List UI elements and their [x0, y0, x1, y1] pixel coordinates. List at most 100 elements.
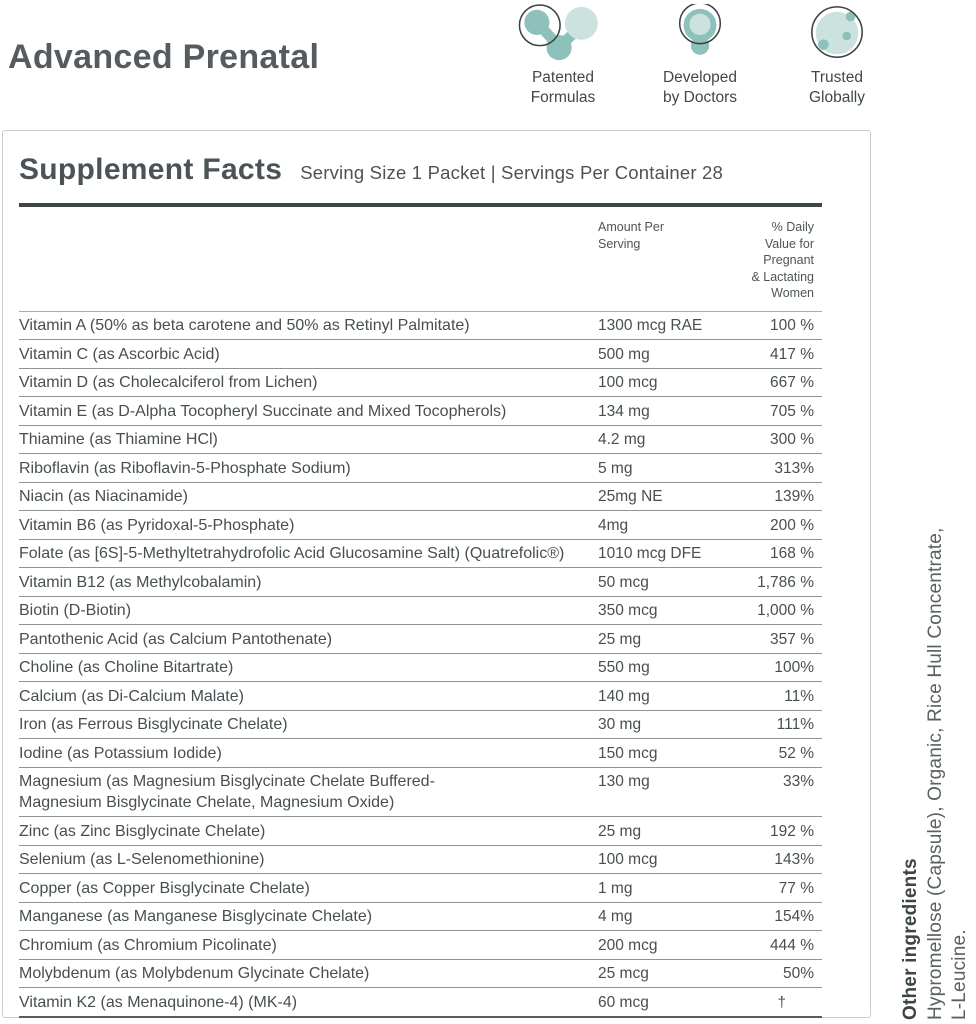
column-header-dv: % Daily Value for Pregnant & Lactating W… — [751, 220, 814, 300]
table-row: Magnesium (as Magnesium Bisglycinate Che… — [19, 768, 822, 817]
nutrient-dv: 143% — [774, 851, 814, 868]
table-column-headers: Amount Per Serving % Daily Value for Pre… — [19, 219, 822, 312]
badge-developed-by-doctors: Developed by Doctors — [639, 4, 761, 109]
nutrient-name: Calcium (as Di-Calcium Malate) — [19, 687, 244, 705]
nutrient-amount: 1010 mcg DFE — [598, 545, 702, 562]
table-row: Vitamin B12 (as Methylcobalamin) 50 mcg … — [19, 568, 822, 597]
table-row: Selenium (as L-Selenomethionine) 100 mcg… — [19, 846, 822, 874]
molecule-icon — [518, 4, 598, 61]
table-row: Calcium (as Di-Calcium Malate) 140 mg 11… — [19, 682, 822, 711]
supplement-facts-panel: Supplement Facts Serving Size 1 Packet |… — [2, 130, 871, 1018]
nutrient-amount: 30 mg — [598, 716, 642, 733]
badge-patented-formulas: Patented Formulas — [502, 4, 624, 109]
nutrient-dv: 168 % — [770, 545, 814, 562]
table-row: Folate (as [6S]-5-Methyltetrahydrofolic … — [19, 540, 822, 568]
table-row: Iodine (as Potassium Iodide) 150 mcg 52 … — [19, 739, 822, 768]
page-title: Advanced Prenatal — [8, 38, 320, 76]
nutrient-name: Biotin (D-Biotin) — [19, 602, 132, 619]
nutrient-dv: 111% — [776, 716, 814, 733]
nutrient-dv: 313% — [774, 459, 814, 477]
nutrient-amount: 134 mg — [598, 402, 650, 420]
nutrient-name: Manganese (as Manganese Bisglycinate Che… — [19, 908, 373, 925]
nutrient-dv: 444 % — [770, 936, 814, 954]
nutrient-amount: 550 mg — [598, 659, 650, 676]
nutrient-amount: 25 mg — [598, 630, 642, 648]
nutrient-dv: 50% — [782, 965, 814, 982]
badge-trusted-globally: Trusted Globally — [776, 4, 898, 109]
nutrient-amount: 150 mcg — [598, 744, 658, 762]
table-row: Manganese (as Manganese Bisglycinate Che… — [19, 903, 822, 931]
nutrient-amount: 50 mcg — [598, 573, 649, 591]
other-ingredients-line: L-Leucine. — [949, 929, 970, 1020]
other-ingredients-line: Hypromellose (Capsule), Organic, Rice Hu… — [925, 527, 946, 1020]
nutrient-amount: 4.2 mg — [598, 431, 646, 448]
nutrient-amount: 100 mcg — [598, 374, 658, 391]
nutrient-amount: 60 mcg — [598, 993, 649, 1011]
table-row: Niacin (as Niacinamide) 25mg NE 139% — [19, 483, 822, 511]
nutrient-name: Vitamin E (as D-Alpha Tocopheryl Succina… — [19, 402, 507, 420]
nutrient-dv: 1,786 % — [757, 573, 814, 591]
nutrient-name: Folate (as [6S]-5-Methyltetrahydrofolic … — [19, 545, 565, 562]
badge-label: Trusted Globally — [809, 69, 865, 107]
nutrient-dv: 100 % — [770, 317, 814, 334]
nutrient-dv: 192 % — [770, 822, 814, 840]
nutrient-amount: 200 mcg — [598, 936, 658, 954]
table-row: Chromium (as Chromium Picolinate) 200 mc… — [19, 931, 822, 960]
nutrient-name: Magnesium (as Magnesium Bisglycinate Che… — [19, 773, 435, 811]
nutrient-name: Chromium (as Chromium Picolinate) — [19, 936, 277, 954]
nutrient-name: Choline (as Choline Bitartrate) — [19, 659, 234, 676]
nutrient-name: Zinc (as Zinc Bisglycinate Chelate) — [19, 822, 266, 840]
other-ingredients: Other ingredients Hypromellose (Capsule)… — [897, 420, 972, 1020]
table-row: Molybdenum (as Molybdenum Glycinate Chel… — [19, 960, 822, 988]
badge-group: Patented Formulas Developed by Doctors — [502, 4, 898, 109]
nutrient-dv: 417 % — [770, 345, 814, 363]
nutrient-name: Vitamin C (as Ascorbic Acid) — [19, 345, 220, 363]
nutrient-dv: 154% — [774, 908, 814, 925]
nutrient-dv: 200 % — [770, 516, 814, 534]
nutrient-dv: † — [777, 993, 786, 1011]
nutrient-dv: 1,000 % — [757, 602, 814, 619]
nutrient-dv: 667 % — [770, 374, 814, 391]
nutrient-name: Niacin (as Niacinamide) — [19, 488, 188, 505]
nutrient-amount: 1300 mcg RAE — [598, 317, 703, 334]
panel-title: Supplement Facts — [19, 153, 283, 186]
table-row: Riboflavin (as Riboflavin-5-Phosphate So… — [19, 454, 822, 483]
nutrient-dv: 705 % — [770, 402, 814, 420]
nutrient-amount: 25 mcg — [598, 965, 649, 982]
nutrient-dv: 11% — [784, 687, 814, 705]
badge-label: Developed by Doctors — [662, 69, 738, 107]
table-row: Biotin (D-Biotin) 350 mcg 1,000 % — [19, 597, 822, 625]
nutrient-dv: 77 % — [778, 879, 814, 897]
nutrient-amount: 4mg — [598, 516, 629, 534]
nutrient-name: Pantothenic Acid (as Calcium Pantothenat… — [19, 630, 333, 648]
nutrient-dv: 357 % — [770, 630, 814, 648]
nutrient-dv: 33% — [782, 773, 814, 790]
nutrient-amount: 5 mg — [598, 459, 633, 477]
nutrient-dv: 100% — [774, 659, 814, 676]
divider-thick — [19, 203, 822, 207]
table-row: Choline (as Choline Bitartrate) 550 mg 1… — [19, 654, 822, 682]
table-row: Vitamin D (as Cholecalciferol from Liche… — [19, 369, 822, 397]
table-row: Copper (as Copper Bisglycinate Chelate) … — [19, 874, 822, 903]
table-row: Iron (as Ferrous Bisglycinate Chelate) 3… — [19, 711, 822, 739]
panel-title-row: Supplement Facts Serving Size 1 Packet |… — [19, 131, 822, 187]
nutrient-name: Vitamin B12 (as Methylcobalamin) — [19, 573, 262, 591]
table-row: Vitamin C (as Ascorbic Acid) 500 mg 417 … — [19, 340, 822, 369]
doctor-pin-icon — [678, 4, 722, 55]
table-row: Vitamin A (50% as beta carotene and 50% … — [19, 312, 822, 340]
table-row: Zinc (as Zinc Bisglycinate Chelate) 25 m… — [19, 817, 822, 846]
nutrient-dv: 52 % — [778, 744, 814, 762]
globe-dots-icon — [811, 6, 863, 58]
nutrient-amount: 500 mg — [598, 345, 650, 363]
badge-label: Patented Formulas — [530, 69, 596, 107]
nutrient-name: Molybdenum (as Molybdenum Glycinate Chel… — [19, 965, 370, 982]
nutrient-amount: 100 mcg — [598, 851, 658, 868]
nutrient-name: Vitamin B6 (as Pyridoxal-5-Phosphate) — [19, 516, 295, 534]
column-header-amount: Amount Per Serving — [598, 220, 665, 251]
nutrient-name: Iron (as Ferrous Bisglycinate Chelate) — [19, 716, 288, 733]
table-row: Vitamin E (as D-Alpha Tocopheryl Succina… — [19, 397, 822, 426]
nutrient-dv: 139% — [774, 488, 814, 505]
other-ingredients-heading: Other ingredients — [900, 858, 921, 1020]
nutrient-name: Vitamin D (as Cholecalciferol from Liche… — [19, 374, 318, 391]
